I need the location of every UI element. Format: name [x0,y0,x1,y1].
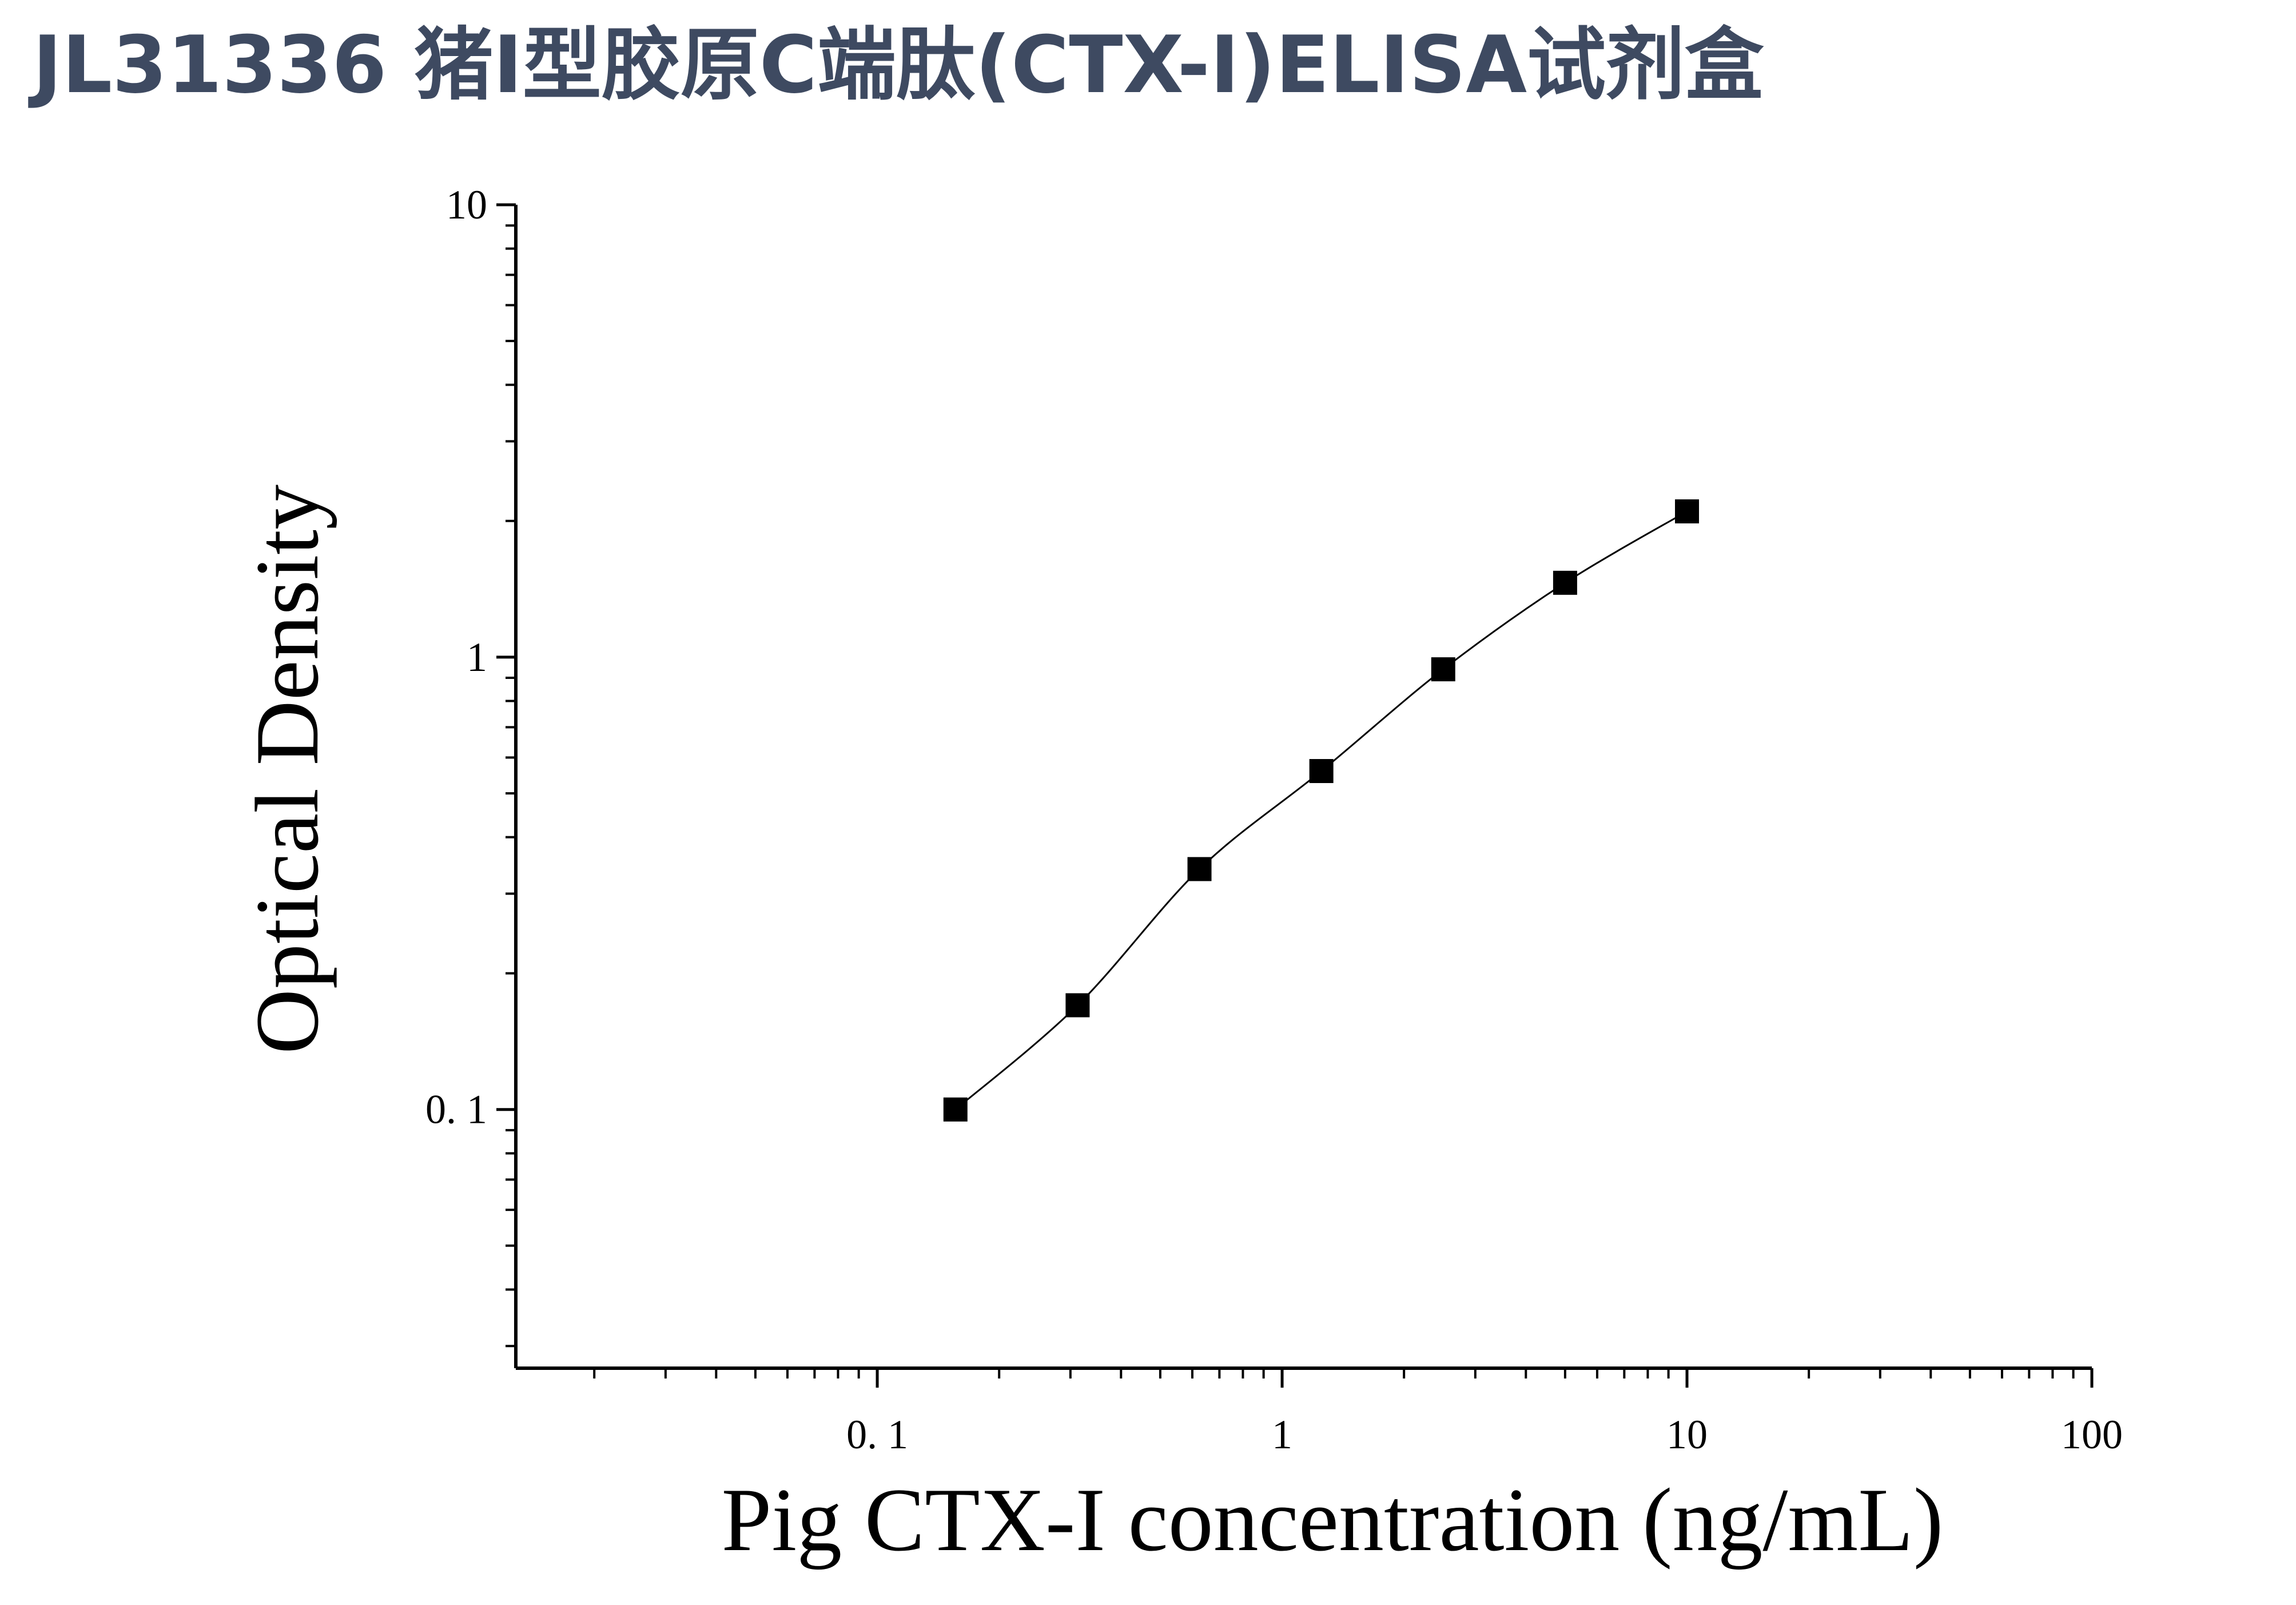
x-tick-label: 0. 1 [846,1412,908,1457]
x-tick-label: 10 [1666,1412,1708,1457]
x-axis-ticks: 0. 1 1 10 100 [593,1368,2123,1457]
y-axis-title: Optical Density [237,484,337,1054]
fit-curve-group [954,510,1688,1110]
data-points [943,499,1700,1122]
y-tick-label: 10 [446,182,487,228]
x-axis-title: Pig CTX-I concentration (ng/mL) [722,1470,1944,1570]
data-point [1553,570,1577,595]
data-point [1065,993,1090,1018]
data-point [1187,857,1212,881]
chart-axes [514,205,2092,1370]
data-point [943,1097,968,1122]
fit-curve [954,510,1688,1110]
x-tick-label: 100 [2061,1412,2123,1457]
data-point [1675,499,1700,524]
page-title: JL31336 猪Ⅰ型胶原C端肽(CTX-Ⅰ)ELISA试剂盒 [33,19,1764,111]
data-point [1431,657,1455,682]
data-point [1309,759,1334,784]
y-tick-label: 1 [467,634,487,680]
y-axis-ticks: 0. 1 1 10 [425,182,516,1348]
y-tick-label: 0. 1 [425,1087,487,1133]
x-tick-label: 1 [1272,1412,1292,1457]
